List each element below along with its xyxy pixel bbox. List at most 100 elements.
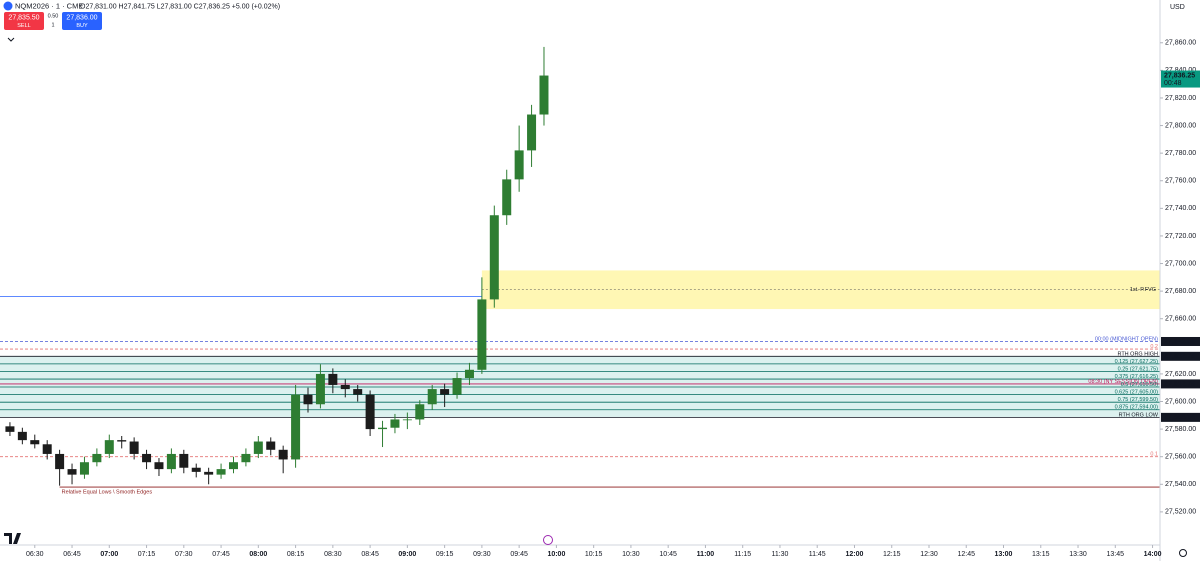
y-tick-label: 27,820.00 — [1165, 95, 1196, 102]
x-tick-label: 09:45 — [510, 551, 528, 558]
level-label: 08:30 (NY SESSION OPEN) — [1088, 379, 1158, 385]
candle-body — [104, 440, 114, 454]
quantity[interactable]: 1 — [51, 22, 54, 28]
x-tick-label: 12:00 — [846, 551, 864, 558]
candle-body — [477, 299, 487, 370]
x-tick-label: 09:30 — [473, 551, 491, 558]
y-tick-label: 27,560.00 — [1165, 454, 1196, 461]
candle-body — [142, 453, 152, 463]
candle-body — [291, 394, 301, 460]
level-label: 0.375 (27,616.25) — [1115, 374, 1159, 380]
candle-body — [427, 389, 437, 405]
level-label: 0.625 (27,605.00) — [1115, 390, 1159, 396]
candle-body — [502, 179, 512, 216]
x-tick-label: 07:15 — [138, 551, 156, 558]
x-tick-label: 11:30 — [771, 551, 788, 558]
symbol[interactable]: NQM2026 · 1 · CME — [15, 1, 83, 10]
candle-body — [266, 441, 276, 450]
x-tick-label: 11:00 — [697, 551, 715, 558]
buy-button[interactable] — [62, 12, 102, 30]
candle-body — [67, 469, 77, 475]
sell-price[interactable]: 27,835.50 — [8, 14, 39, 21]
buy-label[interactable]: BUY — [76, 23, 88, 29]
price-tag-label: 27,643.50 — [1164, 338, 1195, 345]
y-tick-label: 27,600.00 — [1165, 398, 1196, 405]
plot-area: 1st. P.FVG 00:00 (MIDNIGHT OPEN) 0.2 RTH OR… — [0, 46, 1160, 496]
x-tick-label: 11:45 — [809, 551, 826, 558]
candle-body — [129, 441, 139, 454]
candle-body — [5, 426, 15, 432]
last-price-label: 27,836.25 — [1164, 72, 1195, 79]
countdown: 00:48 — [1164, 80, 1182, 87]
level-label: 0.2 — [1150, 344, 1158, 350]
y-tick-label: 27,540.00 — [1165, 481, 1196, 488]
candle-body — [204, 471, 214, 475]
ohlc: O27,831.00 H27,841.75 L27,831.00 C27,836… — [80, 3, 280, 10]
y-tick-label: 27,800.00 — [1165, 122, 1196, 129]
candle-body — [303, 394, 313, 405]
price-tag-label: 27,588.50 — [1164, 414, 1195, 421]
sell-button[interactable] — [4, 12, 44, 30]
candle-body — [154, 462, 164, 470]
candle-body — [527, 114, 537, 151]
x-tick-label: 13:30 — [1069, 551, 1087, 558]
x-tick-label: 12:45 — [957, 551, 975, 558]
candle-body — [353, 389, 363, 395]
x-tick-label: 08:45 — [361, 551, 379, 558]
y-tick-label: 27,680.00 — [1165, 288, 1196, 295]
candle-body — [440, 389, 450, 395]
candle-body — [179, 453, 189, 468]
candle-body — [17, 431, 27, 441]
last-price-tag — [1161, 70, 1200, 88]
level-label: 00:00 (MIDNIGHT OPEN) — [1095, 336, 1158, 342]
candle-body — [191, 467, 201, 472]
candle-body — [92, 453, 102, 463]
fvg-label: 1st. P.FVG — [1130, 287, 1156, 293]
x-tick-label: 08:15 — [287, 551, 305, 558]
candle-body — [55, 453, 65, 470]
candle-body — [539, 75, 549, 115]
candle-body — [514, 150, 524, 180]
candle-body — [452, 378, 462, 395]
candle-body — [42, 444, 52, 454]
level-label: 0.25 (27,621.75) — [1118, 366, 1159, 372]
settings-icon[interactable] — [1179, 549, 1187, 557]
x-tick-label: 06:30 — [26, 551, 44, 558]
buy-price[interactable]: 27,836.00 — [66, 14, 97, 21]
y-tick-label: 27,780.00 — [1165, 150, 1196, 157]
sell-label[interactable]: SELL — [17, 23, 30, 29]
level-label: 0.125 (27,627.25) — [1115, 359, 1159, 365]
x-tick-label: 12:30 — [920, 551, 938, 558]
x-tick-label: 13:00 — [995, 551, 1013, 558]
y-tick-label: 27,660.00 — [1165, 316, 1196, 323]
price-tag-label: 27,612.75 — [1164, 381, 1195, 388]
event-marker[interactable] — [543, 535, 553, 545]
x-tick-label: 14:00 — [1144, 551, 1162, 558]
x-tick-label: 10:15 — [585, 551, 603, 558]
candle-body — [464, 369, 474, 379]
y-tick-label: 27,520.00 — [1165, 509, 1196, 516]
candle-body — [79, 462, 89, 475]
candle-body — [228, 462, 238, 470]
x-tick-label: 12:15 — [883, 551, 901, 558]
candle-body — [489, 215, 499, 300]
candle-body — [365, 394, 375, 430]
collapse-chevron[interactable] — [7, 37, 15, 42]
y-tick-label: 27,580.00 — [1165, 426, 1196, 433]
level-label: RTH ORG LOW — [1119, 412, 1159, 418]
candle-body — [315, 373, 325, 405]
candle-body — [278, 449, 288, 460]
price-tag — [1161, 336, 1200, 346]
candle-body — [378, 427, 388, 430]
candle-body — [216, 469, 226, 475]
level-label: 0.75 (27,599.50) — [1118, 397, 1159, 403]
price-tag — [1161, 379, 1200, 389]
level-label: 0.1 — [1150, 452, 1158, 458]
level-label: 0.5 (27,610.50) — [1121, 382, 1158, 388]
y-tick-label: 27,740.00 — [1165, 205, 1196, 212]
x-tick-label: 07:30 — [175, 551, 193, 558]
x-tick-label: 09:15 — [436, 551, 454, 558]
symbol-logo — [3, 1, 13, 11]
